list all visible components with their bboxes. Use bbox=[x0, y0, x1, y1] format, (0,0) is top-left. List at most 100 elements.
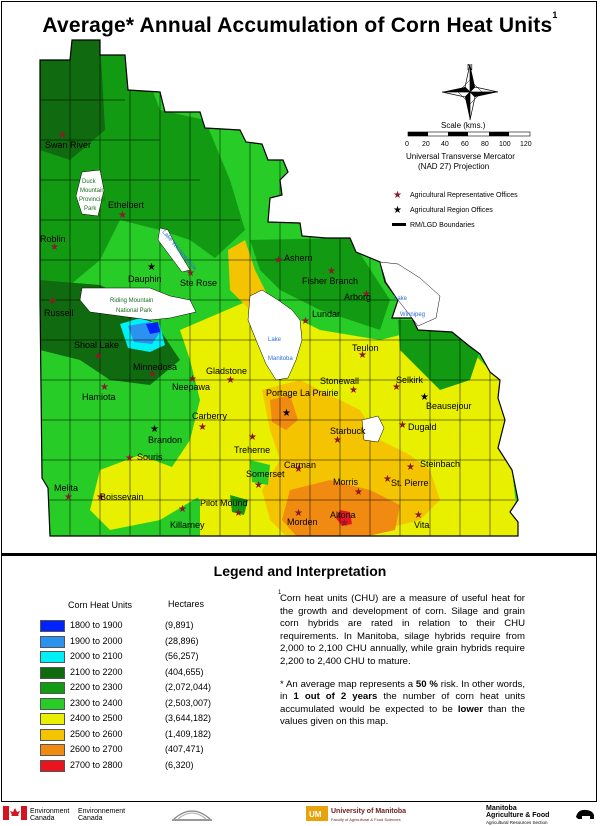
water-label: Manitoba bbox=[268, 356, 293, 362]
place-melita: ★Melita bbox=[54, 483, 78, 503]
place-label: Brandon bbox=[148, 435, 182, 445]
lake-dauphin bbox=[157, 227, 191, 273]
place-label: Killarney bbox=[170, 520, 205, 530]
star-icon: ★ bbox=[178, 504, 187, 515]
star-icon: ★ bbox=[48, 296, 57, 307]
place-label: Neepawa bbox=[172, 382, 210, 392]
place-souris: ★ Souris bbox=[125, 452, 163, 464]
legend-row: 2700 to 2800 (6,320) bbox=[40, 759, 300, 773]
compass-rose-icon bbox=[441, 63, 499, 121]
north-label: N bbox=[467, 63, 473, 72]
ec-en-line: Canada bbox=[30, 815, 55, 822]
place-label: Souris bbox=[137, 452, 163, 462]
star-icon: ★ bbox=[248, 432, 257, 443]
place-minnedosa: ★Minnedosa bbox=[133, 362, 177, 380]
scale-tick: 60 bbox=[461, 141, 469, 148]
place-label: Somerset bbox=[246, 469, 285, 479]
interp-bold: lower bbox=[457, 703, 483, 715]
star-icon: ★ bbox=[50, 242, 59, 253]
university-of-manitoba-logo-icon: UM bbox=[306, 806, 328, 821]
place-label: Hamiota bbox=[82, 392, 116, 402]
star-icon: ★ bbox=[234, 508, 243, 519]
legend-range: 2400 to 2500 bbox=[70, 713, 123, 723]
lake-manitoba bbox=[247, 289, 303, 381]
place-morris: ★Morris bbox=[333, 477, 363, 498]
star-icon: ★ bbox=[294, 508, 303, 519]
legend-hectares: (1,409,182) bbox=[165, 728, 212, 739]
star-icon: ★ bbox=[150, 424, 159, 435]
star-icon: ★ bbox=[226, 375, 235, 386]
star-icon: ★ bbox=[340, 518, 349, 529]
place-label: Minnedosa bbox=[133, 362, 177, 372]
legend-row: 2600 to 2700 (407,471) bbox=[40, 744, 300, 757]
place-label: St. Pierre bbox=[391, 478, 429, 488]
place-label: Russell bbox=[44, 308, 74, 318]
place-label: Morris bbox=[333, 477, 358, 487]
star-icon: ★ bbox=[414, 510, 423, 521]
bison-logo-icon bbox=[576, 809, 594, 819]
place-label: Ethelbert bbox=[108, 200, 145, 210]
map-symbol-legend: ★ Agricultural Representative Offices ★ … bbox=[392, 190, 518, 229]
place-fisher-branch: ★Fisher Branch bbox=[302, 266, 358, 286]
interp-text: the number of corn heat units accumulate… bbox=[280, 691, 525, 715]
star-icon: ★ bbox=[186, 268, 195, 279]
star-icon: ★ bbox=[148, 369, 157, 380]
star-icon: ★ bbox=[188, 374, 197, 385]
star-icon: ★ bbox=[354, 487, 363, 498]
place-somerset: ★Somerset bbox=[246, 469, 285, 491]
place-steinbach: ★ Steinbach bbox=[406, 459, 460, 473]
covering-new-ground-logo-icon bbox=[172, 810, 212, 821]
place-starbuck: ★Starbuck bbox=[330, 426, 366, 446]
place-label: Ste Rose bbox=[180, 278, 217, 288]
legend-swatch bbox=[40, 759, 65, 772]
legend-range: 2000 to 2100 bbox=[70, 651, 123, 661]
star-icon: ★ bbox=[254, 480, 263, 491]
place-label: Morden bbox=[287, 517, 318, 527]
place-carberry: ★Carberry bbox=[192, 411, 228, 433]
place-arborg: ★Arborg bbox=[344, 289, 371, 302]
footer-logos: Environment Canada Environnement Canada UM… bbox=[0, 803, 600, 825]
place-label: Dugald bbox=[408, 422, 437, 432]
legend-row: 2500 to 2600 (1,409,182) bbox=[40, 728, 300, 742]
place-label: Teulon bbox=[352, 343, 379, 353]
legend-row: 2100 to 2200 (404,655) bbox=[40, 666, 300, 680]
scale-title: Scale (kms.) bbox=[441, 121, 486, 130]
riding-mountain-park bbox=[79, 287, 197, 321]
legend-rep-offices: Agricultural Representative Offices bbox=[410, 192, 518, 199]
star-icon: ★ bbox=[118, 210, 127, 221]
place-teulon: ★Teulon bbox=[352, 343, 379, 361]
legend-range: 2300 to 2400 bbox=[70, 697, 123, 708]
star-icon: ★ bbox=[393, 190, 402, 201]
place-label: Carberry bbox=[192, 411, 228, 421]
duck-mountain-park bbox=[75, 169, 105, 217]
interp-para-2: * An average map represents a 50 % risk.… bbox=[280, 679, 525, 729]
zone-2300-2400-pembina bbox=[250, 460, 270, 485]
legend-swatch bbox=[40, 744, 65, 756]
place-ste-rose: ★Ste Rose bbox=[180, 268, 217, 288]
legend-row: 2200 to 2300 (2,072,044) bbox=[40, 682, 300, 695]
place-altona: ★Altona bbox=[330, 510, 356, 529]
star-icon: ★ bbox=[406, 462, 415, 473]
star-icon: ★ bbox=[362, 289, 371, 300]
place-shoal-lake: ★Shoal Lake bbox=[74, 340, 119, 362]
place-label: Roblin bbox=[40, 234, 66, 244]
legend-range: 2100 to 2200 bbox=[70, 666, 123, 677]
star-icon: ★ bbox=[64, 492, 73, 503]
legend-col-chu: Corn Heat Units bbox=[68, 600, 133, 610]
province-outline bbox=[39, 39, 519, 537]
legend-range: 2200 to 2300 bbox=[70, 682, 123, 692]
place-label: Boissevain bbox=[100, 492, 144, 502]
ec-en-line: Environment bbox=[30, 808, 70, 815]
place-markers: ★Swan River ★Ethelbert ★Roblin ★Dauphin … bbox=[40, 130, 472, 530]
scale-ticks: 0 20 40 60 80 100 120 bbox=[405, 141, 532, 148]
place-label: Portage La Prairie bbox=[266, 388, 339, 398]
legend-swatch bbox=[40, 666, 65, 679]
legend-rm-boundaries: RM/LGD Boundaries bbox=[410, 222, 475, 229]
legend-swatch bbox=[40, 728, 65, 741]
place-label: Arborg bbox=[344, 292, 371, 302]
place-pilot-mound: ★Pilot Mound bbox=[200, 498, 248, 519]
legend-range: 1900 to 2000 bbox=[70, 635, 123, 646]
interp-para-1: Corn heat units (CHU) are a measure of u… bbox=[280, 593, 525, 667]
place-gladstone: ★Gladstone bbox=[206, 366, 247, 386]
star-icon: ★ bbox=[94, 351, 103, 362]
